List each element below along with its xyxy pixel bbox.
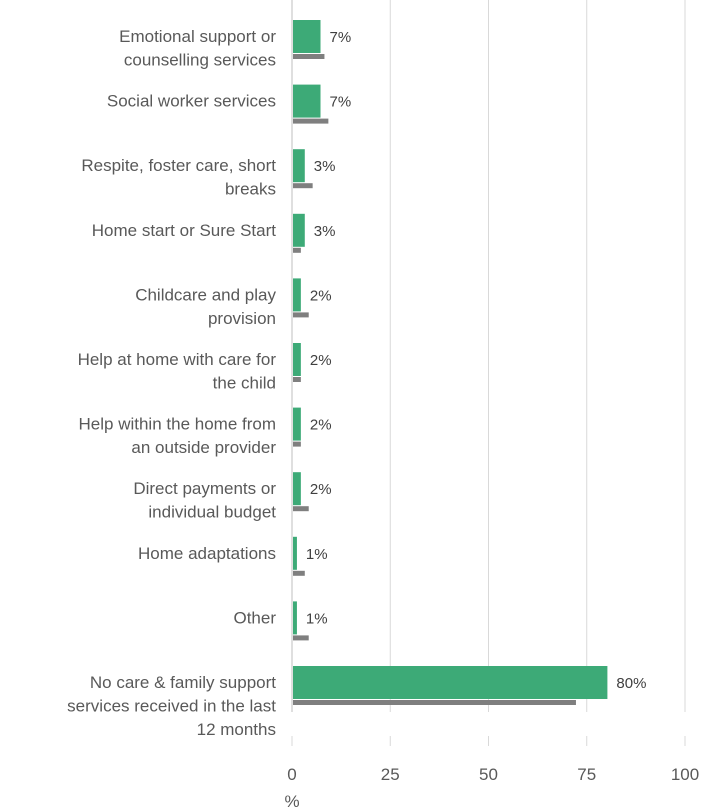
category-labels: Emotional support or counselling services… <box>67 27 276 739</box>
category-label: No care & family support <box>90 673 276 692</box>
category-label: Help within the home from <box>79 415 276 434</box>
data-label: 7% <box>330 29 352 46</box>
data-label: 2% <box>310 481 332 498</box>
x-axis-ticks: 0 25 50 75 100 <box>287 765 699 784</box>
x-tick-label: 75 <box>577 765 596 784</box>
bar-secondary <box>293 312 309 318</box>
bar-primary <box>293 407 301 441</box>
bar-secondary <box>293 506 309 512</box>
bar-secondary <box>293 570 305 576</box>
data-label: 80% <box>616 675 646 692</box>
x-tick-label: 100 <box>671 765 699 784</box>
x-tick-label: 50 <box>479 765 498 784</box>
bar-primary <box>293 472 301 506</box>
bar-primary <box>293 666 608 699</box>
category-label: Emotional support or <box>119 27 276 46</box>
category-label: the child <box>213 374 276 393</box>
bar-secondary <box>293 54 325 59</box>
bar-primary <box>293 278 301 312</box>
category-label: Home adaptations <box>138 544 276 563</box>
bar-secondary <box>293 247 301 253</box>
bar-primary <box>293 213 305 247</box>
category-label: Childcare and play <box>135 285 276 304</box>
bar-primary <box>293 343 301 376</box>
bar-secondary <box>293 118 329 124</box>
category-label: Respite, foster care, short <box>81 156 276 175</box>
bars <box>293 20 608 705</box>
data-label: 3% <box>314 223 336 240</box>
category-label: Other <box>233 608 276 627</box>
category-label: Home start or Sure Start <box>92 221 277 240</box>
data-label: 2% <box>310 417 332 434</box>
bar-secondary <box>293 183 313 189</box>
bar-primary <box>293 84 321 118</box>
category-label: Social worker services <box>107 92 276 111</box>
bar-primary <box>293 149 305 183</box>
data-label: 2% <box>310 287 332 304</box>
bar-primary <box>293 601 297 635</box>
category-label: Direct payments or <box>133 479 276 498</box>
category-label: individual budget <box>148 503 276 522</box>
gridlines <box>291 0 686 746</box>
category-label: 12 months <box>197 720 276 739</box>
category-label: services received in the last <box>67 697 276 716</box>
bar-primary <box>293 20 321 53</box>
bar-secondary <box>293 441 301 447</box>
data-label: 3% <box>314 158 336 175</box>
x-tick-label: 0 <box>287 765 296 784</box>
category-label: breaks <box>225 180 276 199</box>
data-label: 7% <box>330 94 352 111</box>
x-tick-label: 25 <box>381 765 400 784</box>
bar-primary <box>293 536 297 570</box>
value-labels: 7% 7% 3% 3% 2% 2% 2% 2% 1% 1% 80% <box>306 29 647 692</box>
data-label: 1% <box>306 546 328 563</box>
bar-secondary <box>293 377 301 382</box>
category-label: provision <box>208 309 276 328</box>
data-label: 2% <box>310 352 332 369</box>
bar-secondary <box>293 700 576 705</box>
category-label: Help at home with care for <box>78 350 277 369</box>
bar-secondary <box>293 635 309 641</box>
x-axis-title: % <box>284 792 299 811</box>
category-label: an outside provider <box>131 438 276 457</box>
category-label: counselling services <box>124 51 276 70</box>
data-label: 1% <box>306 610 328 627</box>
